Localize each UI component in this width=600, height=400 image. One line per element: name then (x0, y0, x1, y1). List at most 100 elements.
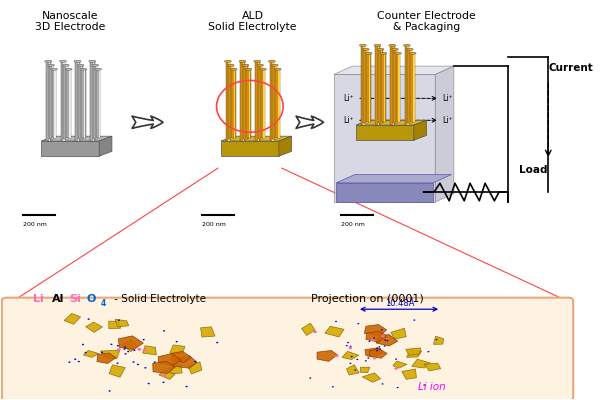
Bar (384, 53, 385, 122)
Bar (257, 61, 259, 141)
Ellipse shape (254, 60, 260, 62)
Bar (410, 53, 415, 122)
Bar (366, 49, 368, 124)
Bar (395, 53, 400, 122)
Ellipse shape (185, 386, 188, 387)
Ellipse shape (382, 383, 383, 385)
Ellipse shape (394, 367, 398, 370)
Ellipse shape (377, 48, 384, 50)
Ellipse shape (124, 346, 126, 348)
Polygon shape (158, 354, 181, 366)
Polygon shape (414, 120, 427, 140)
Bar (234, 69, 235, 138)
Polygon shape (412, 359, 430, 368)
Polygon shape (325, 326, 344, 337)
Text: 4: 4 (101, 299, 106, 308)
Bar (46, 61, 50, 141)
Ellipse shape (347, 342, 349, 343)
Ellipse shape (374, 44, 381, 46)
Ellipse shape (124, 348, 125, 350)
Bar (272, 65, 277, 139)
Text: Nanoscale
3D Electrode: Nanoscale 3D Electrode (35, 11, 106, 32)
Bar (231, 65, 233, 139)
Bar (275, 69, 280, 138)
Bar (398, 53, 400, 122)
Polygon shape (188, 362, 202, 374)
Ellipse shape (124, 353, 127, 354)
Ellipse shape (383, 345, 386, 347)
Ellipse shape (117, 348, 121, 351)
Bar (381, 53, 386, 122)
Ellipse shape (381, 329, 383, 330)
Bar (52, 69, 56, 138)
Text: Al: Al (52, 294, 64, 304)
Ellipse shape (313, 331, 317, 333)
Ellipse shape (45, 60, 52, 62)
Polygon shape (97, 353, 116, 364)
Bar (369, 53, 370, 122)
Polygon shape (153, 361, 175, 374)
Ellipse shape (379, 346, 380, 348)
Ellipse shape (310, 377, 311, 379)
Polygon shape (342, 351, 359, 360)
Bar (228, 61, 230, 141)
Polygon shape (360, 367, 370, 372)
Polygon shape (83, 350, 99, 357)
Ellipse shape (257, 64, 263, 66)
Bar (260, 69, 265, 138)
Polygon shape (434, 336, 443, 344)
Bar (69, 69, 71, 138)
Bar (84, 69, 85, 138)
Ellipse shape (373, 357, 376, 360)
Ellipse shape (127, 351, 129, 352)
Ellipse shape (47, 64, 55, 66)
Polygon shape (143, 346, 157, 355)
Bar (93, 61, 94, 141)
Polygon shape (41, 141, 99, 156)
Bar (246, 69, 251, 138)
Bar (413, 53, 415, 122)
Ellipse shape (274, 68, 281, 70)
Bar (64, 61, 65, 141)
Polygon shape (109, 321, 121, 329)
Ellipse shape (380, 52, 387, 54)
Ellipse shape (413, 320, 415, 321)
Ellipse shape (88, 318, 90, 320)
Bar (243, 61, 244, 141)
Polygon shape (356, 120, 427, 125)
Ellipse shape (224, 60, 232, 62)
Bar (61, 61, 65, 141)
Polygon shape (346, 365, 359, 375)
Bar (393, 49, 397, 124)
Ellipse shape (395, 358, 397, 360)
Bar (364, 49, 368, 124)
Bar (392, 45, 394, 125)
Polygon shape (170, 345, 185, 353)
Ellipse shape (392, 48, 398, 50)
Ellipse shape (109, 390, 111, 392)
Bar (260, 65, 262, 139)
Ellipse shape (85, 352, 87, 353)
Polygon shape (169, 364, 182, 374)
Polygon shape (100, 350, 120, 359)
Ellipse shape (143, 339, 145, 340)
Bar (378, 45, 379, 125)
Polygon shape (64, 314, 80, 324)
Ellipse shape (403, 44, 410, 46)
Polygon shape (334, 66, 454, 74)
Ellipse shape (162, 374, 166, 377)
Bar (95, 65, 97, 139)
Bar (66, 65, 68, 139)
Ellipse shape (335, 355, 339, 357)
Bar (93, 65, 97, 139)
Ellipse shape (386, 340, 388, 342)
Bar (395, 49, 397, 124)
Bar (407, 49, 412, 124)
Ellipse shape (349, 347, 352, 349)
Ellipse shape (351, 356, 353, 357)
Bar (334, 74, 435, 202)
Ellipse shape (406, 48, 413, 50)
Polygon shape (41, 136, 112, 141)
Polygon shape (356, 125, 414, 140)
Text: Li⁺: Li⁺ (442, 116, 453, 125)
